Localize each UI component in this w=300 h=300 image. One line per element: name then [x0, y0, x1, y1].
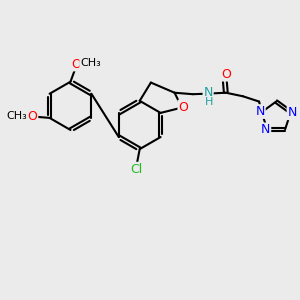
- Text: H: H: [205, 97, 213, 107]
- Text: O: O: [178, 100, 188, 113]
- Text: N: N: [287, 106, 297, 119]
- Text: O: O: [71, 58, 81, 70]
- Text: O: O: [28, 110, 38, 123]
- Text: Cl: Cl: [130, 163, 143, 176]
- Text: O: O: [221, 68, 231, 81]
- Text: N: N: [255, 105, 265, 118]
- Text: CH₃: CH₃: [80, 58, 101, 68]
- Text: CH₃: CH₃: [6, 111, 27, 122]
- Text: N: N: [261, 123, 270, 136]
- Text: N: N: [203, 86, 213, 99]
